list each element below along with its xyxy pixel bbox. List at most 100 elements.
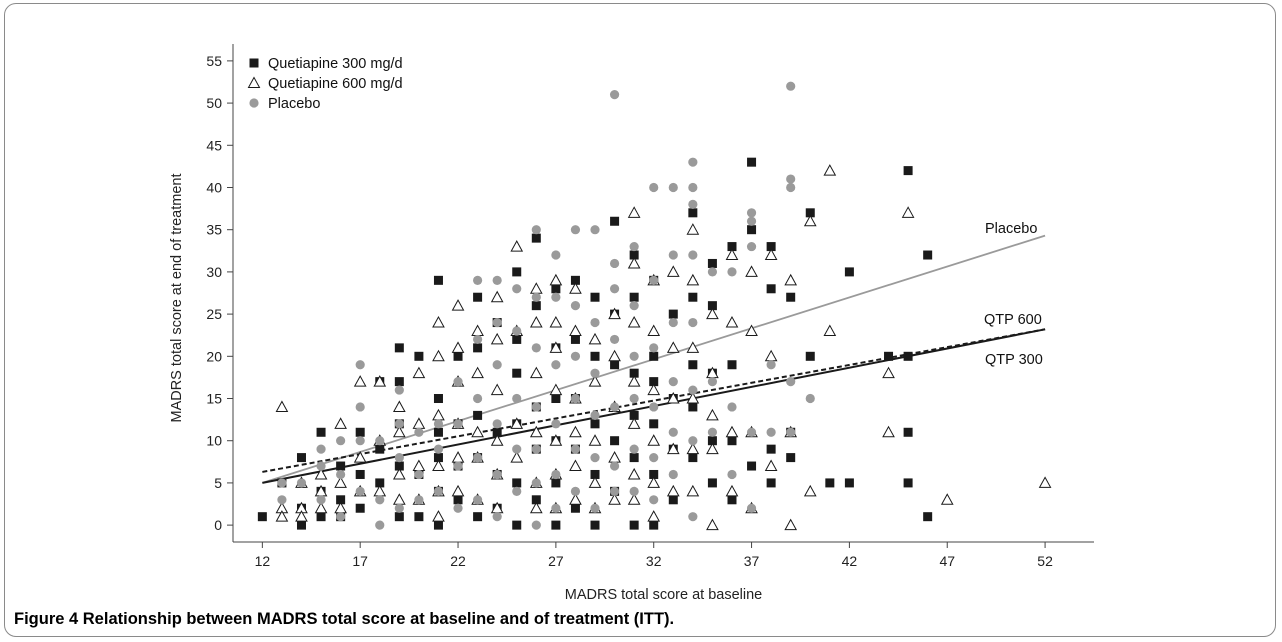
- data-point: [355, 427, 365, 437]
- data-point: [666, 484, 680, 497]
- data-point: [257, 512, 267, 522]
- data-point: [706, 442, 719, 455]
- data-point: [355, 503, 365, 513]
- y-tick-label: 0: [214, 517, 222, 533]
- data-point: [688, 317, 698, 328]
- data-point: [316, 427, 326, 437]
- data-point: [903, 478, 913, 488]
- data-point: [609, 334, 620, 345]
- data-point: [668, 182, 678, 193]
- figure-frame: [4, 3, 1276, 637]
- data-point: [512, 520, 522, 530]
- data-point: [747, 461, 757, 471]
- data-point: [531, 301, 541, 311]
- fit-line: [262, 328, 1046, 473]
- x-tick-label: 42: [842, 553, 858, 569]
- data-point: [590, 225, 600, 235]
- y-axis-title: MADRS total score at end of treatment: [169, 173, 185, 422]
- y-tick-label: 35: [206, 222, 222, 238]
- data-point: [355, 469, 365, 479]
- data-point: [590, 351, 600, 361]
- data-point: [745, 324, 758, 336]
- data-point: [451, 451, 465, 463]
- data-point: [473, 512, 483, 522]
- data-point: [688, 199, 698, 209]
- data-point: [766, 284, 776, 294]
- data-point: [316, 444, 326, 454]
- data-point: [627, 256, 641, 269]
- data-point: [569, 324, 582, 336]
- data-point: [649, 182, 659, 193]
- data-point: [823, 324, 837, 336]
- data-point: [825, 478, 835, 488]
- data-point: [647, 324, 661, 336]
- data-point: [686, 273, 700, 286]
- data-point: [531, 478, 541, 488]
- data-point: [549, 434, 563, 446]
- data-point: [529, 501, 543, 514]
- data-point: [316, 512, 326, 522]
- data-point: [588, 476, 602, 488]
- data-point: [275, 400, 289, 412]
- data-point: [647, 434, 661, 446]
- data-point: [686, 341, 700, 353]
- data-point: [610, 436, 620, 446]
- data-point: [608, 307, 621, 320]
- data-point: [649, 377, 659, 387]
- data-point: [432, 408, 445, 421]
- data-point: [433, 444, 444, 454]
- data-point: [666, 341, 680, 353]
- data-point: [668, 469, 678, 480]
- data-point: [727, 242, 737, 252]
- data-point: [432, 316, 445, 328]
- data-point: [473, 495, 483, 505]
- y-tick-label: 40: [206, 179, 222, 195]
- data-point: [707, 258, 717, 268]
- data-point: [412, 417, 426, 429]
- figure-caption-bold: Figure 4 Relationship between MADRS tota…: [14, 610, 675, 628]
- data-point: [588, 332, 602, 345]
- data-point: [336, 512, 346, 522]
- data-point: [688, 182, 698, 193]
- data-point: [433, 486, 444, 496]
- data-point: [903, 166, 913, 176]
- data-point: [453, 419, 463, 429]
- legend: Quetiapine 300 mg/d Quetiapine 600 mg/d Pl…: [247, 56, 403, 112]
- data-point: [473, 334, 483, 345]
- data-point: [688, 402, 698, 412]
- data-point: [512, 486, 522, 496]
- data-point: [394, 377, 404, 387]
- data-point: [727, 495, 737, 505]
- data-point: [707, 478, 717, 488]
- data-point: [629, 368, 639, 378]
- data-point: [512, 267, 522, 277]
- data-point: [766, 242, 776, 252]
- figure-caption: Figure 4 Relationship between MADRS tota…: [14, 610, 674, 629]
- data-point: [316, 461, 326, 471]
- data-point: [453, 351, 463, 361]
- data-point: [432, 510, 445, 522]
- data-point: [707, 427, 718, 437]
- data-point: [627, 493, 641, 505]
- data-point: [473, 292, 483, 302]
- y-tick-label: 20: [206, 348, 222, 364]
- data-point: [551, 292, 561, 302]
- data-point: [649, 469, 659, 479]
- data-point: [688, 360, 698, 370]
- data-point: [512, 368, 522, 378]
- data-point: [727, 267, 737, 277]
- data-point: [940, 493, 954, 505]
- data-point: [649, 343, 659, 353]
- data-point: [901, 206, 915, 218]
- data-point: [549, 383, 563, 396]
- legend-label: Quetiapine 600 mg/d: [268, 76, 403, 92]
- data-point: [590, 503, 600, 513]
- data-point: [649, 419, 659, 429]
- data-point: [590, 292, 600, 302]
- data-point: [453, 495, 463, 505]
- data-point: [336, 436, 346, 446]
- data-point: [766, 444, 776, 454]
- data-point: [647, 510, 661, 522]
- data-point: [570, 225, 581, 235]
- data-point: [764, 459, 778, 472]
